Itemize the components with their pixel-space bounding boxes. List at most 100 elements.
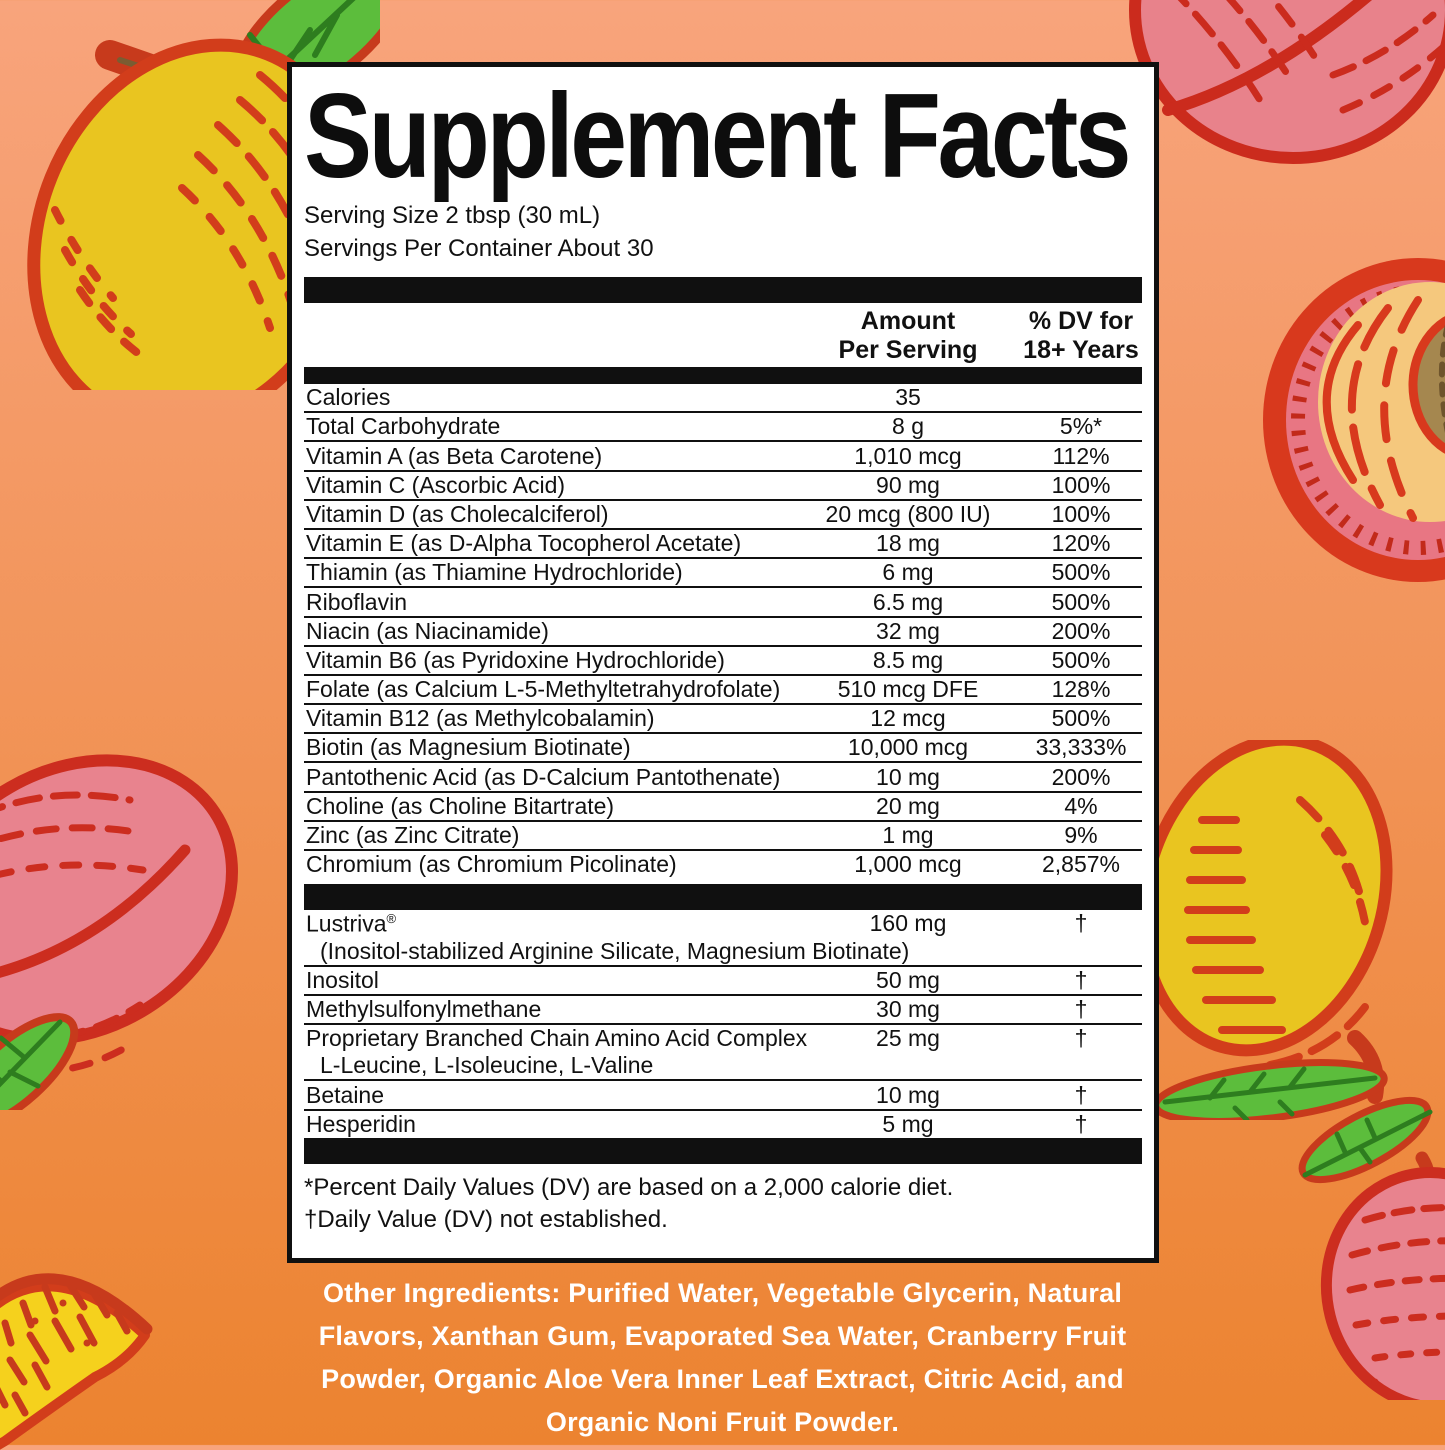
nutrient-name: Vitamin B12 (as Methylcobalamin) — [306, 705, 655, 732]
serving-info: Serving Size 2 tbsp (30 mL) Servings Per… — [304, 199, 1142, 265]
amount-value: 10,000 mcg — [847, 734, 969, 761]
amount-value: 32 mg — [876, 617, 940, 644]
dv-value: 33,333% — [1035, 734, 1127, 761]
dv-value: 500% — [1051, 705, 1111, 732]
dv-value: † — [1074, 1025, 1088, 1052]
dv-value: † — [1074, 1081, 1088, 1108]
table-row: Vitamin E (as D-Alpha Tocopherol Acetate… — [304, 530, 1142, 560]
main-rows: Calories 35 Total Carbohydrate 8 g 5%* Vitami… — [304, 384, 1142, 878]
nutrient-name: Riboflavin — [306, 588, 407, 615]
amount-value: 1 mg — [882, 822, 934, 848]
nutrient-name: Choline (as Choline Bitartrate) — [306, 792, 615, 819]
peach-illustration-bottom-right — [1298, 1096, 1445, 1400]
nutrient-name: Vitamin A (as Beta Carotene) — [306, 442, 603, 469]
nutrient-name: Pantothenic Acid (as D-Calcium Pantothen… — [306, 763, 781, 790]
amount-value: 5 mg — [882, 1110, 934, 1137]
table-row: Proprietary Branched Chain Amino Acid Co… — [304, 1025, 1142, 1052]
dv-value: 4% — [1064, 792, 1098, 819]
dv-value: 500% — [1051, 559, 1111, 586]
dv-value: † — [1074, 995, 1088, 1022]
amount-value: 6.5 mg — [872, 588, 944, 615]
table-row: Methylsulfonylmethane 30 mg † — [304, 996, 1142, 1025]
amount-value: 1,010 mcg — [854, 442, 962, 469]
divider-bar-header — [304, 367, 1142, 384]
dv-value: 2,857% — [1041, 851, 1121, 878]
column-headers: Amount Per Serving % DV for 18+ Years — [304, 303, 1142, 367]
amount-value: 8.5 mg — [872, 646, 944, 673]
nutrient-name: Hesperidin — [306, 1110, 416, 1137]
nutrient-name: Total Carbohydrate — [306, 413, 501, 440]
panel-title: Supplement Facts — [304, 69, 1132, 203]
nutrient-name: Proprietary Branched Chain Amino Acid Co… — [306, 1025, 808, 1052]
other-ingredients: Other Ingredients: Purified Water, Veget… — [273, 1272, 1173, 1444]
nutrient-name: Calories — [306, 384, 391, 411]
table-row: Biotin (as Magnesium Biotinate) 10,000 mc… — [304, 734, 1142, 764]
dv-value: 5%* — [1059, 413, 1103, 440]
footnote-dagger: †Daily Value (DV) not established. — [304, 1205, 668, 1233]
mango-illustration-right — [1150, 740, 1393, 1120]
servings-per-container: Servings Per Container About 30 — [304, 235, 654, 262]
amount-value: 20 mcg (800 IU) — [825, 500, 991, 527]
amount-value: 25 mg — [876, 1025, 940, 1052]
table-row: Choline (as Choline Bitartrate) 20 mg 4% — [304, 793, 1142, 822]
peach-illustration-left — [0, 754, 238, 1110]
other-ingredients-line: Organic Noni Fruit Powder. — [545, 1407, 900, 1437]
dv-value: 112% — [1052, 442, 1110, 469]
table-row: Riboflavin 6.5 mg 500% — [304, 588, 1142, 618]
supplement-facts-panel: Supplement Facts Serving Size 2 tbsp (30… — [287, 62, 1159, 1263]
table-row: Lustriva® 160 mg † — [304, 910, 1142, 937]
amount-value: 6 mg — [882, 559, 934, 586]
amount-value: 8 g — [892, 413, 924, 440]
nutrient-name: Methylsulfonylmethane — [306, 995, 542, 1022]
dv-value: † — [1074, 1110, 1088, 1137]
amount-value: 10 mg — [876, 1081, 940, 1108]
column-header-amount: Amount Per Serving — [838, 307, 978, 364]
dv-value: 200% — [1051, 763, 1111, 790]
amount-value: 1,000 mcg — [854, 851, 962, 878]
extra-rows: Lustriva® 160 mg † (Inositol-stabilized Arg… — [304, 910, 1142, 1138]
other-ingredients-line: Flavors, Xanthan Gum, Evaporated Sea Wat… — [318, 1321, 1127, 1351]
table-row: Inositol 50 mg † — [304, 967, 1142, 996]
nutrient-subtext: (Inositol-stabilized Arginine Silicate, … — [320, 937, 910, 964]
dv-value: 9% — [1064, 822, 1098, 848]
table-row: Niacin (as Niacinamide) 32 mg 200% — [304, 618, 1142, 647]
dv-value: 100% — [1051, 471, 1111, 498]
nutrient-name: Lustriva® — [306, 910, 397, 937]
amount-value: 18 mg — [876, 530, 940, 557]
table-row: Vitamin B12 (as Methylcobalamin) 12 mcg 50… — [304, 705, 1142, 735]
table-row: Vitamin A (as Beta Carotene) 1,010 mcg 112… — [304, 442, 1142, 472]
serving-size: Serving Size 2 tbsp (30 mL) — [304, 202, 601, 229]
nutrient-name: Vitamin C (Ascorbic Acid) — [306, 471, 566, 498]
amount-value: 20 mg — [876, 792, 940, 819]
table-row: Vitamin D (as Cholecalciferol) 20 mcg (80… — [304, 501, 1142, 530]
nutrient-name: Betaine — [306, 1081, 385, 1108]
divider-bar-middle — [304, 884, 1142, 911]
nutrient-name: Folate (as Calcium L-5-Methyltetrahydrof… — [306, 676, 781, 703]
table-row: Chromium (as Chromium Picolinate) 1,000 m… — [304, 851, 1142, 878]
nutrient-subtext-row: (Inositol-stabilized Arginine Silicate, … — [304, 937, 1142, 967]
dv-value: 500% — [1051, 588, 1111, 615]
nutrient-subtext: L-Leucine, L-Isoleucine, L-Valine — [320, 1052, 654, 1079]
amount-value: 30 mg — [876, 995, 940, 1022]
dv-value: 100% — [1051, 500, 1111, 527]
dv-value: 200% — [1051, 617, 1111, 644]
mango-illustration-top-left — [27, 0, 380, 390]
other-ingredients-line: Other Ingredients: Purified Water, Veget… — [322, 1278, 1123, 1308]
nutrient-name: Thiamin (as Thiamine Hydrochloride) — [306, 559, 683, 586]
peach-illustration-top-right — [1129, 0, 1445, 164]
nutrient-name: Zinc (as Zinc Citrate) — [306, 822, 520, 848]
nutrient-name: Biotin (as Magnesium Biotinate) — [306, 734, 631, 761]
dv-value: 120% — [1051, 530, 1111, 557]
table-row: Zinc (as Zinc Citrate) 1 mg 9% — [304, 822, 1142, 851]
nutrient-subtext-row: L-Leucine, L-Isoleucine, L-Valine — [304, 1052, 1142, 1082]
nutrient-name: Vitamin D (as Cholecalciferol) — [306, 500, 609, 527]
nutrient-name: Vitamin B6 (as Pyridoxine Hydrochloride) — [306, 646, 725, 673]
nutrient-name: Vitamin E (as D-Alpha Tocopherol Acetate… — [306, 530, 742, 557]
dv-value: 500% — [1051, 646, 1111, 673]
footnotes: *Percent Daily Values (DV) are based on … — [304, 1172, 1142, 1236]
footnote-dv: *Percent Daily Values (DV) are based on … — [304, 1173, 954, 1201]
column-header-dv: % DV for 18+ Years — [1023, 307, 1139, 364]
other-ingredients-line: Powder, Organic Aloe Vera Inner Leaf Ext… — [321, 1364, 1124, 1394]
table-row: Folate (as Calcium L-5-Methyltetrahydrof… — [304, 676, 1142, 706]
amount-value: 50 mg — [876, 966, 940, 993]
